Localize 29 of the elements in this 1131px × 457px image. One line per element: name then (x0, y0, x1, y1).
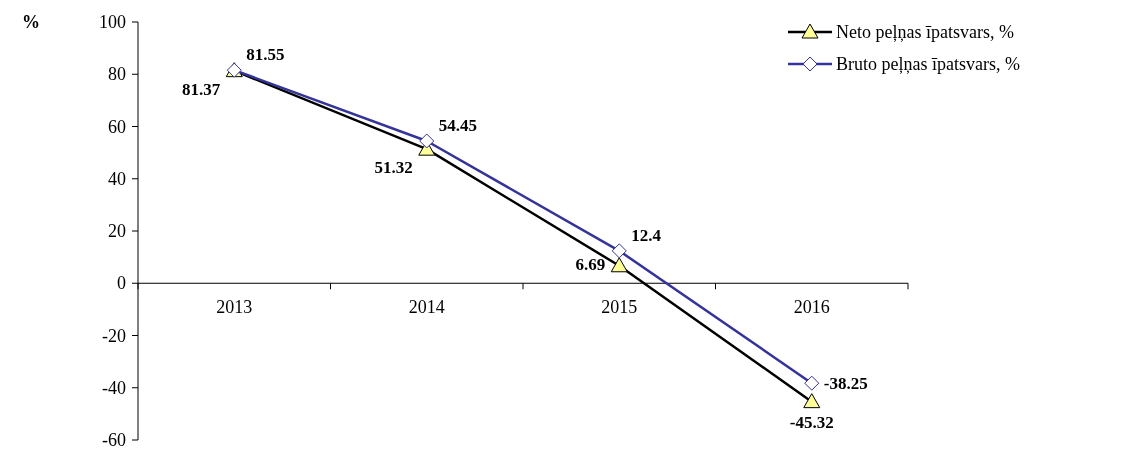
data-label: 6.69 (575, 254, 606, 274)
x-tick-label: 2016 (793, 297, 830, 318)
point (610, 257, 628, 273)
y-tick-label: 20 (108, 221, 126, 241)
data-label: 12.4 (631, 225, 662, 245)
point (804, 375, 820, 391)
y-tick-label: -60 (102, 430, 126, 450)
y-tick-label: 40 (108, 168, 126, 189)
legend-label: Neto peļņas īpatsvars, % (836, 22, 1014, 42)
x-tick-label: 2013 (216, 297, 253, 318)
y-tick-label: 80 (108, 64, 126, 85)
x-tick-label: 2015 (601, 297, 638, 318)
y-axis-title: % (22, 12, 40, 32)
x-tick-label: 2014 (408, 297, 445, 318)
data-label: -45.32 (789, 412, 834, 432)
y-tick-label: 100 (99, 12, 126, 32)
point (803, 393, 821, 409)
point (611, 243, 627, 259)
data-label: 81.37 (182, 79, 221, 99)
data-label: 81.55 (246, 45, 285, 65)
data-label: 54.45 (438, 116, 477, 135)
y-tick-label: -20 (102, 325, 126, 346)
y-tick-label: 0 (117, 273, 126, 294)
y-tick-label: -40 (102, 377, 126, 398)
y-tick-label: 60 (108, 116, 126, 137)
data-label: -38.25 (823, 374, 868, 394)
data-label: 51.32 (374, 158, 413, 178)
point (419, 133, 435, 149)
legend-label: Bruto peļņas īpatsvars, % (836, 54, 1020, 74)
